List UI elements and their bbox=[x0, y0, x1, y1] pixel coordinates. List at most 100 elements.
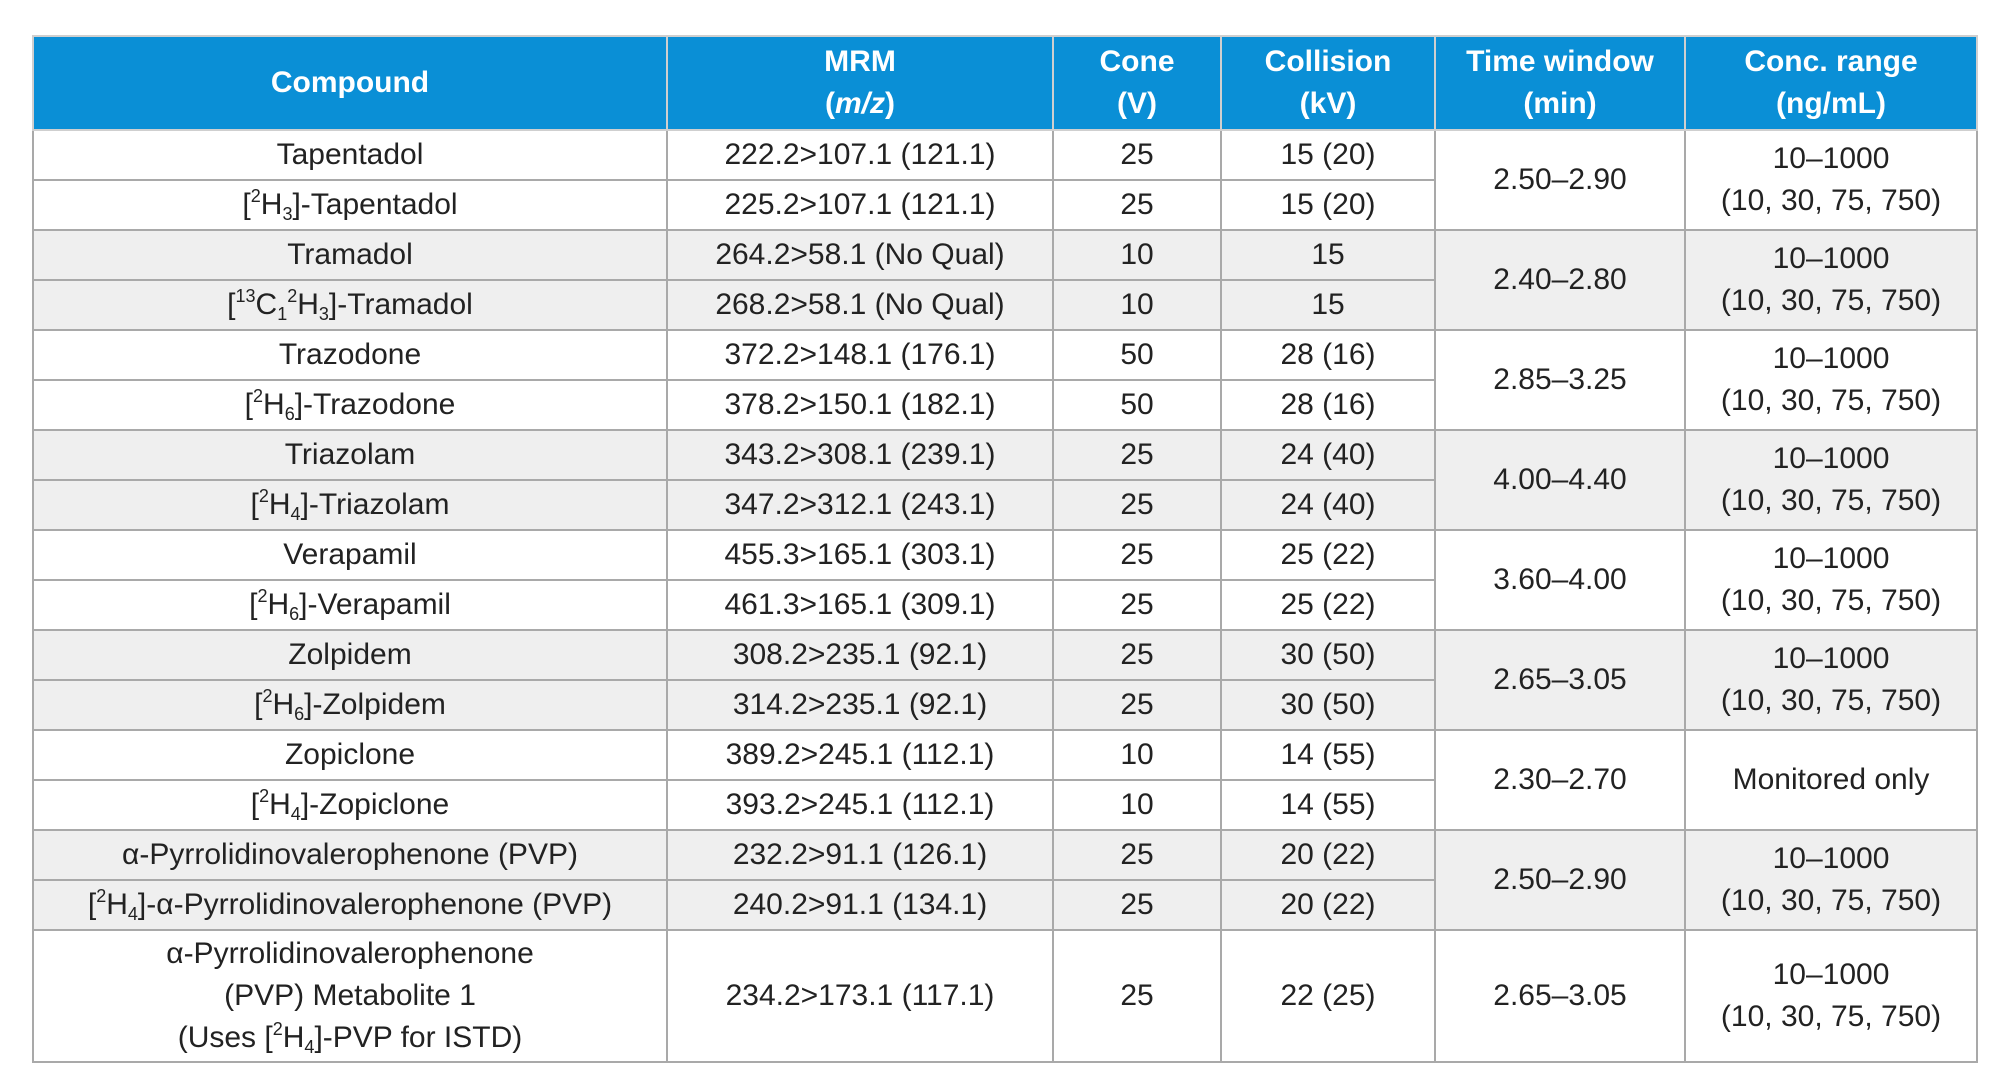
cell-conc-range: 10–1000 (10, 30, 75, 750) bbox=[1684, 129, 1978, 231]
table-row: Zopiclone 389.2>245.1 (112.1) 10 14 (55) 2.3… bbox=[32, 729, 1978, 831]
cell-cone: 10 bbox=[1052, 279, 1222, 331]
cell-collision: 25 (22) bbox=[1220, 529, 1436, 581]
cell-compound: [2H6]-Trazodone bbox=[32, 379, 668, 431]
cell-cone: 10 bbox=[1052, 729, 1222, 781]
cell-collision: 15 bbox=[1220, 229, 1436, 281]
cell-cone: 25 bbox=[1052, 929, 1222, 1063]
cell-collision: 15 bbox=[1220, 279, 1436, 331]
table-row: α-Pyrrolidinovalerophenone (PVP) 232.2>91… bbox=[32, 829, 1978, 931]
cell-cone: 25 bbox=[1052, 429, 1222, 481]
table-row-pvp-metabolite: α-Pyrrolidinovalerophenone (PVP) Metabol… bbox=[32, 929, 1978, 1063]
cell-cone: 50 bbox=[1052, 379, 1222, 431]
header-row: Compound MRM (m/z) Cone (V) Collision (k… bbox=[32, 35, 1978, 131]
cell-collision: 30 (50) bbox=[1220, 629, 1436, 681]
table-row: [2H6]-Verapamil 461.3>165.1 (309.1) 25 25 (… bbox=[32, 579, 1977, 631]
table-row: [2H4]-Triazolam 347.2>312.1 (243.1) 25 24 (… bbox=[32, 479, 1977, 531]
cell-conc-range: 10–1000 (10, 30, 75, 750) bbox=[1684, 829, 1978, 931]
cell-conc-range: 10–1000 (10, 30, 75, 750) bbox=[1684, 429, 1978, 531]
table-row: [2H6]-Trazodone 378.2>150.1 (182.1) 50 28 (… bbox=[32, 379, 1977, 431]
header-mrm: MRM (m/z) bbox=[666, 35, 1054, 131]
cell-time-window: 2.50–2.90 bbox=[1434, 829, 1686, 931]
cell-mrm: 314.2>235.1 (92.1) bbox=[666, 679, 1054, 731]
cell-conc-range: Monitored only bbox=[1684, 729, 1978, 831]
cell-collision: 30 (50) bbox=[1220, 679, 1436, 731]
cell-compound: Tramadol bbox=[32, 229, 668, 281]
cell-mrm: 232.2>91.1 (126.1) bbox=[666, 829, 1054, 881]
cell-time-window: 4.00–4.40 bbox=[1434, 429, 1686, 531]
cell-compound: [2H4]-Zopiclone bbox=[32, 779, 668, 831]
cell-mrm: 389.2>245.1 (112.1) bbox=[666, 729, 1054, 781]
table-row: [2H4]-α-Pyrrolidinovalerophenone (PVP) 24… bbox=[32, 879, 1977, 931]
table-row: [2H4]-Zopiclone 393.2>245.1 (112.1) 10 14 (… bbox=[32, 779, 1977, 831]
cell-cone: 25 bbox=[1052, 679, 1222, 731]
table-row: [2H6]-Zolpidem 314.2>235.1 (92.1) 25 30 (50… bbox=[32, 679, 1977, 731]
cell-compound: [13C12H3]-Tramadol bbox=[32, 279, 668, 331]
cell-mrm: 222.2>107.1 (121.1) bbox=[666, 129, 1054, 181]
cell-compound: Verapamil bbox=[32, 529, 668, 581]
table-row: Tramadol 264.2>58.1 (No Qual) 10 15 2.40–2.8… bbox=[32, 229, 1978, 331]
cell-mrm: 268.2>58.1 (No Qual) bbox=[666, 279, 1054, 331]
cell-cone: 25 bbox=[1052, 879, 1222, 931]
cell-collision: 22 (25) bbox=[1220, 929, 1436, 1063]
table-row: Tapentadol 222.2>107.1 (121.1) 25 15 (20) 2.… bbox=[32, 129, 1978, 231]
cell-collision: 15 (20) bbox=[1220, 129, 1436, 181]
cell-collision: 28 (16) bbox=[1220, 329, 1436, 381]
cell-collision: 15 (20) bbox=[1220, 179, 1436, 231]
cell-mrm: 461.3>165.1 (309.1) bbox=[666, 579, 1054, 631]
cell-compound: Trazodone bbox=[32, 329, 668, 381]
cell-mrm: 378.2>150.1 (182.1) bbox=[666, 379, 1054, 431]
mrm-parameters-table: Compound MRM (m/z) Cone (V) Collision (k… bbox=[32, 35, 1978, 1063]
cell-cone: 50 bbox=[1052, 329, 1222, 381]
header-conc-range: Conc. range (ng/mL) bbox=[1684, 35, 1978, 131]
cell-time-window: 3.60–4.00 bbox=[1434, 529, 1686, 631]
cell-collision: 28 (16) bbox=[1220, 379, 1436, 431]
table-row: [13C12H3]-Tramadol 268.2>58.1 (No Qual) 10… bbox=[32, 279, 1977, 331]
cell-cone: 25 bbox=[1052, 829, 1222, 881]
table-row: Trazodone 372.2>148.1 (176.1) 50 28 (16) 2.8… bbox=[32, 329, 1978, 431]
cell-compound: [2H6]-Verapamil bbox=[32, 579, 668, 631]
cell-collision: 14 (55) bbox=[1220, 779, 1436, 831]
table-row: Zolpidem 308.2>235.1 (92.1) 25 30 (50) 2.65–… bbox=[32, 629, 1978, 731]
cell-mrm: 234.2>173.1 (117.1) bbox=[666, 929, 1054, 1063]
cell-compound: Zolpidem bbox=[32, 629, 668, 681]
cell-time-window: 2.85–3.25 bbox=[1434, 329, 1686, 431]
cell-collision: 25 (22) bbox=[1220, 579, 1436, 631]
cell-time-window: 2.65–3.05 bbox=[1434, 629, 1686, 731]
cell-mrm: 455.3>165.1 (303.1) bbox=[666, 529, 1054, 581]
cell-time-window: 2.65–3.05 bbox=[1434, 929, 1686, 1063]
cell-cone: 25 bbox=[1052, 479, 1222, 531]
header-time-window: Time window (min) bbox=[1434, 35, 1686, 131]
header-collision: Collision (kV) bbox=[1220, 35, 1436, 131]
cell-cone: 25 bbox=[1052, 579, 1222, 631]
cell-compound: α-Pyrrolidinovalerophenone (PVP) bbox=[32, 829, 668, 881]
cell-mrm: 240.2>91.1 (134.1) bbox=[666, 879, 1054, 931]
cell-mrm: 225.2>107.1 (121.1) bbox=[666, 179, 1054, 231]
cell-compound: [2H3]-Tapentadol bbox=[32, 179, 668, 231]
cell-conc-range: 10–1000 (10, 30, 75, 750) bbox=[1684, 329, 1978, 431]
cell-collision: 24 (40) bbox=[1220, 429, 1436, 481]
cell-cone: 10 bbox=[1052, 779, 1222, 831]
table-container: Compound MRM (m/z) Cone (V) Collision (k… bbox=[32, 35, 1978, 1063]
cell-collision: 14 (55) bbox=[1220, 729, 1436, 781]
cell-conc-range: 10–1000 (10, 30, 75, 750) bbox=[1684, 529, 1978, 631]
cell-mrm: 343.2>308.1 (239.1) bbox=[666, 429, 1054, 481]
header-compound: Compound bbox=[32, 35, 668, 131]
cell-cone: 25 bbox=[1052, 179, 1222, 231]
cell-collision: 24 (40) bbox=[1220, 479, 1436, 531]
cell-mrm: 264.2>58.1 (No Qual) bbox=[666, 229, 1054, 281]
table-row: Triazolam 343.2>308.1 (239.1) 25 24 (40) 4.0… bbox=[32, 429, 1978, 531]
cell-compound: α-Pyrrolidinovalerophenone (PVP) Metabol… bbox=[32, 929, 668, 1063]
cell-cone: 10 bbox=[1052, 229, 1222, 281]
table-body: Tapentadol 222.2>107.1 (121.1) 25 15 (20) 2.… bbox=[32, 129, 1978, 1063]
cell-compound: [2H6]-Zolpidem bbox=[32, 679, 668, 731]
cell-conc-range: 10–1000 (10, 30, 75, 750) bbox=[1684, 929, 1978, 1063]
cell-collision: 20 (22) bbox=[1220, 829, 1436, 881]
cell-mrm: 372.2>148.1 (176.1) bbox=[666, 329, 1054, 381]
cell-time-window: 2.50–2.90 bbox=[1434, 129, 1686, 231]
cell-collision: 20 (22) bbox=[1220, 879, 1436, 931]
cell-compound: [2H4]-Triazolam bbox=[32, 479, 668, 531]
cell-time-window: 2.40–2.80 bbox=[1434, 229, 1686, 331]
cell-cone: 25 bbox=[1052, 629, 1222, 681]
cell-compound: [2H4]-α-Pyrrolidinovalerophenone (PVP) bbox=[32, 879, 668, 931]
cell-compound: Zopiclone bbox=[32, 729, 668, 781]
